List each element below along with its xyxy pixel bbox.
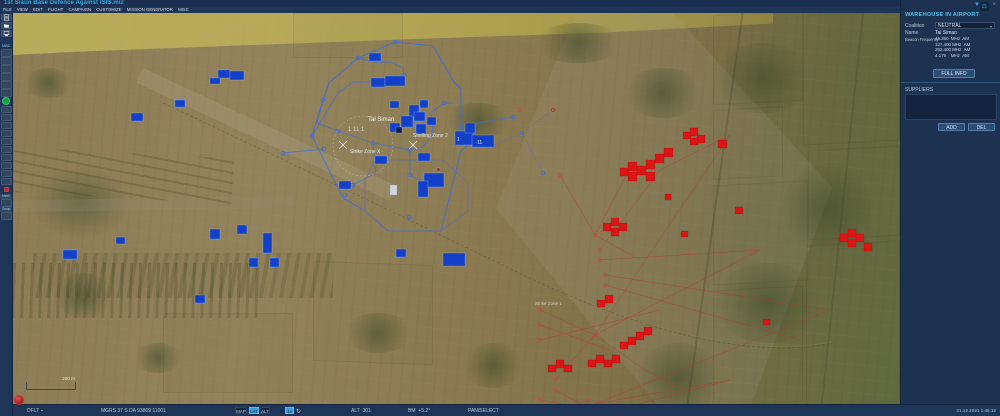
svg-text:Strike Zone 1: Strike Zone 1 [535, 301, 562, 306]
